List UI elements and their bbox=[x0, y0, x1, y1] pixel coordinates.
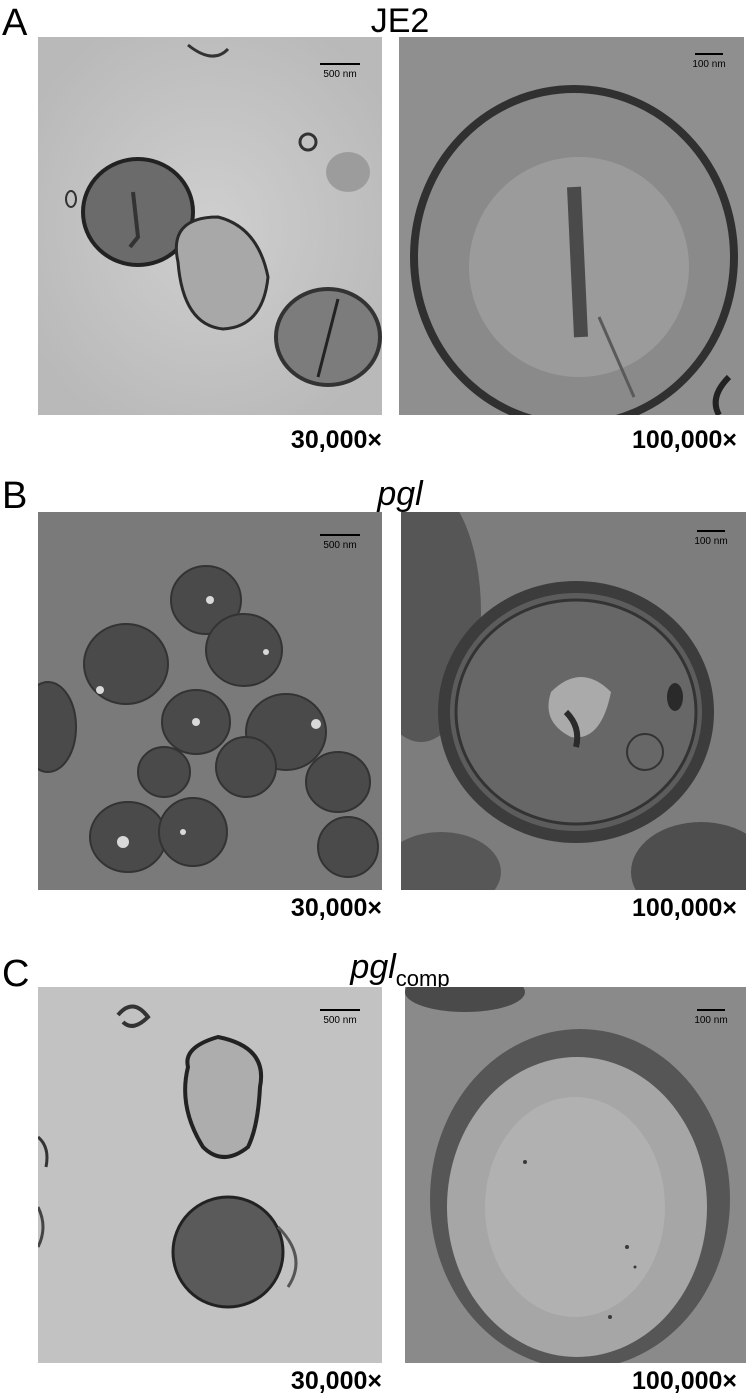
panel-b-magnification-left: 30,000× bbox=[290, 894, 382, 922]
panel-c-letter: C bbox=[2, 953, 30, 995]
panel-a-title: JE2 bbox=[370, 2, 430, 40]
panel-b-scale-bar-100k: 100 nm bbox=[686, 530, 736, 547]
panel-b-micrograph-30k: 500 nm bbox=[38, 512, 382, 890]
panel-a-magnification-left: 30,000× bbox=[290, 426, 382, 454]
panel-c-magnification-right: 100,000× bbox=[632, 1367, 737, 1395]
panel-a-scale-label-100k: 100 nm bbox=[692, 59, 726, 70]
panel-c-scale-label-100k: 100 nm bbox=[694, 1015, 728, 1026]
panel-a-letter: A bbox=[2, 2, 28, 44]
panel-c-title: pglcomp bbox=[250, 948, 550, 990]
panel-c-title-subscript: comp bbox=[395, 966, 450, 991]
panel-a-scale-bar-100k: 100 nm bbox=[684, 53, 734, 70]
panel-a-micrograph-30k: 500 nm bbox=[38, 37, 382, 415]
panel-b-micrograph-100k: 100 nm bbox=[401, 512, 746, 890]
panel-a-micrograph-100k: 100 nm bbox=[399, 37, 744, 415]
panel-c-scale-bar-100k: 100 nm bbox=[686, 1009, 736, 1026]
panel-a-scale-label-30k: 500 nm bbox=[323, 69, 357, 80]
panel-c-magnification-left: 30,000× bbox=[290, 1367, 382, 1395]
panel-b-scale-bar-30k: 500 nm bbox=[310, 534, 370, 551]
panel-b-scale-label-100k: 100 nm bbox=[694, 536, 728, 547]
panel-a-scale-bar-30k: 500 nm bbox=[310, 63, 370, 80]
panel-b-magnification-right: 100,000× bbox=[632, 894, 737, 922]
panel-c-title-main: pgl bbox=[350, 948, 396, 986]
panel-b-scale-label-30k: 500 nm bbox=[323, 540, 357, 551]
panel-a-magnification-right: 100,000× bbox=[632, 426, 737, 454]
panel-c-scale-label-30k: 500 nm bbox=[323, 1015, 357, 1026]
panel-c-micrograph-30k: 500 nm bbox=[38, 987, 382, 1363]
panel-c-micrograph-100k: 100 nm bbox=[405, 987, 746, 1363]
panel-b-letter: B bbox=[2, 475, 28, 517]
panel-c-scale-bar-30k: 500 nm bbox=[310, 1009, 370, 1026]
panel-b-title: pgl bbox=[377, 475, 423, 513]
